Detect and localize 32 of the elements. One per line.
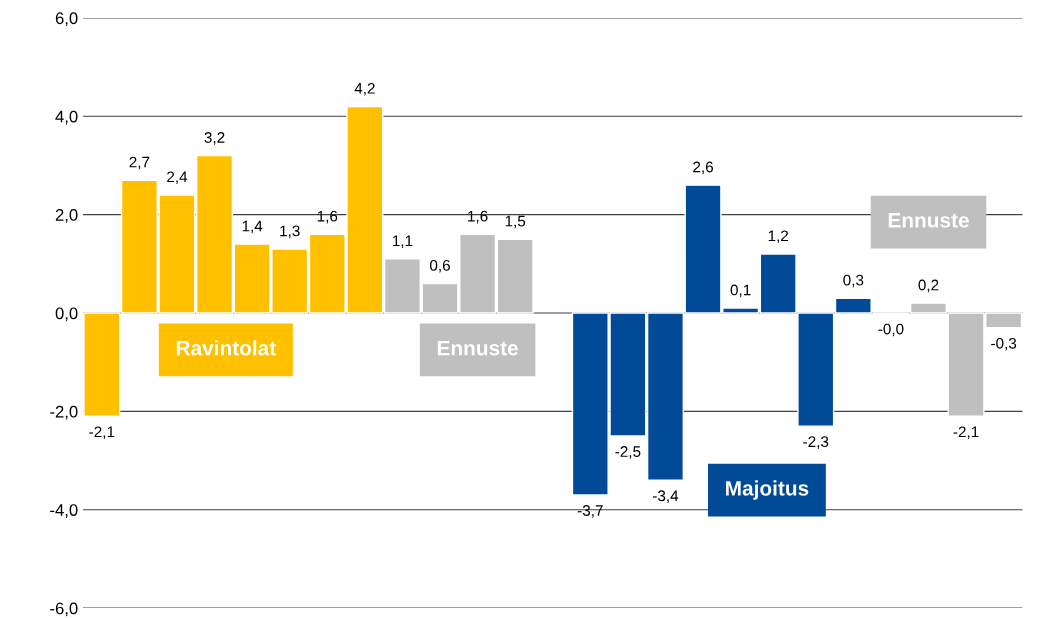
data-label: 0,3 <box>843 274 864 288</box>
data-label: 1,1 <box>392 235 413 248</box>
data-label: 3,2 <box>204 132 225 145</box>
annotation: Ravintolat <box>176 340 276 356</box>
y-tick-label: 4,0 <box>55 110 78 125</box>
data-label: 1,5 <box>505 215 526 229</box>
data-label: 0,6 <box>429 259 450 273</box>
data-label: -0,3 <box>991 337 1017 351</box>
annotation: Ennuste <box>437 340 518 356</box>
annotation: Ennuste <box>888 213 969 228</box>
annotation: Majoitus <box>726 480 809 500</box>
data-label: 2,6 <box>693 161 713 175</box>
data-label: -2,3 <box>803 436 829 449</box>
y-tick-label: -2,0 <box>50 405 78 420</box>
data-label: 2,7 <box>129 156 150 170</box>
data-label: 1,3 <box>280 225 300 239</box>
data-label: -2,1 <box>953 426 979 440</box>
data-label: 4,2 <box>354 82 375 96</box>
data-label: -3,4 <box>652 490 679 503</box>
y-tick-label: -6,0 <box>50 602 78 617</box>
y-tick-label: 0,0 <box>55 307 78 322</box>
data-label: 1,2 <box>768 230 789 244</box>
data-label: -2,1 <box>89 426 115 440</box>
y-tick-label: 6,0 <box>55 12 78 27</box>
data-label: -0,0 <box>878 323 904 337</box>
data-label: 1,4 <box>242 220 263 234</box>
data-label: 2,4 <box>167 171 188 185</box>
y-tick-label: 2,0 <box>55 209 78 223</box>
data-label: -2,5 <box>615 446 641 459</box>
data-label: 0,2 <box>918 279 939 293</box>
data-label: 0,1 <box>730 284 751 298</box>
y-tick-label: -4,0 <box>50 504 78 518</box>
